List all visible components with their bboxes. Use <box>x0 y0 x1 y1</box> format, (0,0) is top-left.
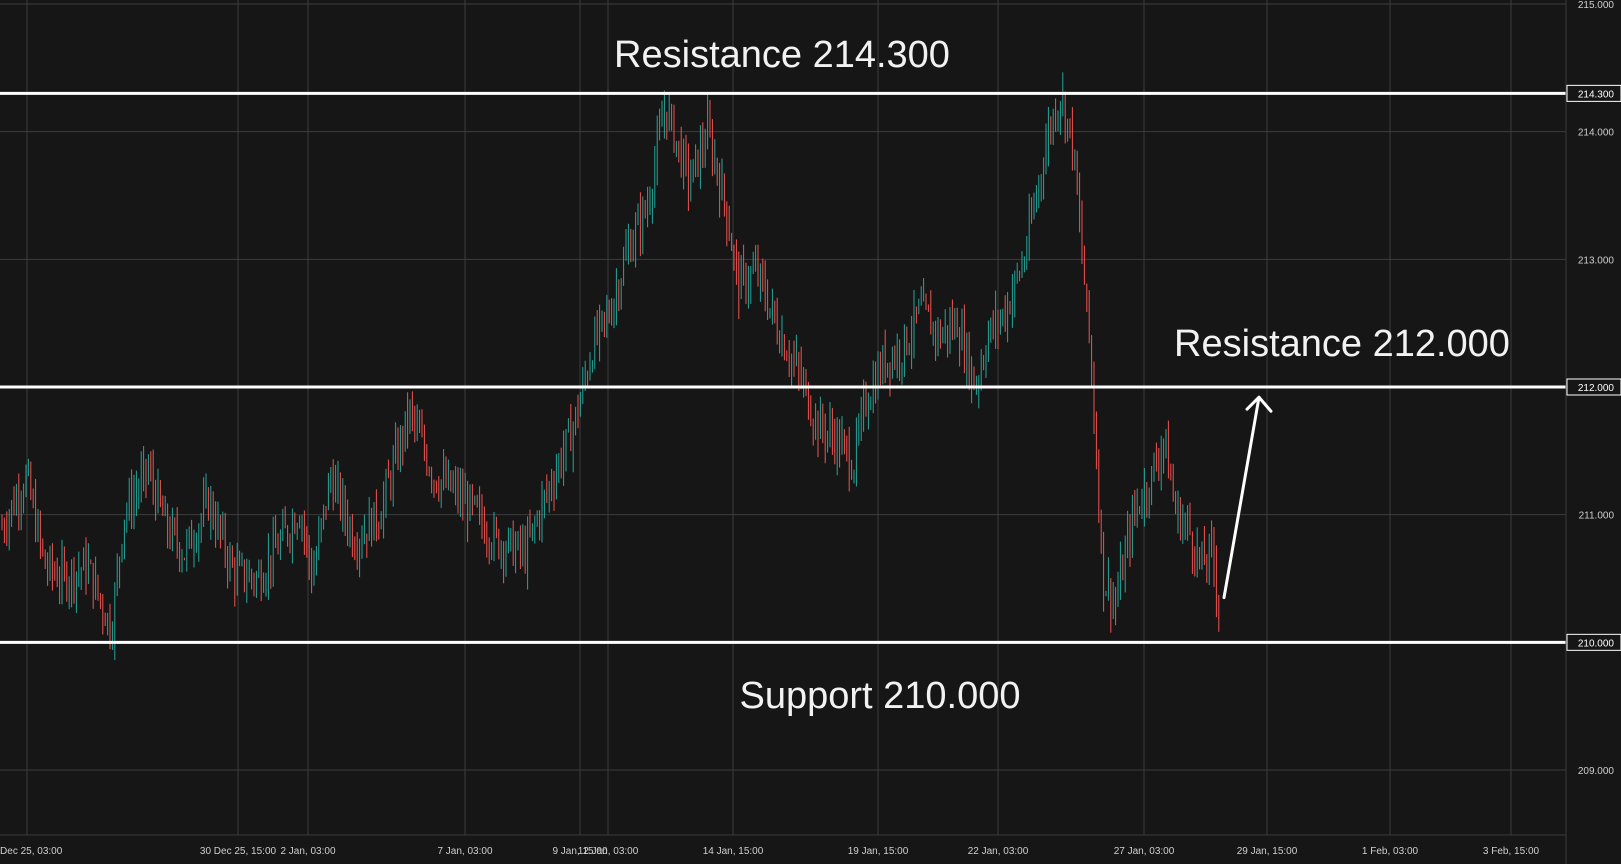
projection-arrow-shaft <box>1222 395 1261 600</box>
y-axis-panel <box>1566 0 1621 864</box>
y-axis: 209.000 210.000 211.000 212.000 213.000 214.0… <box>1565 0 1621 864</box>
level-label-box-2 <box>1566 633 1621 651</box>
y-tick-label-4: 213.000 <box>1578 255 1615 266</box>
level-label-box-0 <box>1566 84 1621 102</box>
grid <box>0 0 1566 835</box>
resistance-214-annotation: Resistance 214.300 <box>614 34 950 76</box>
x-tick-label-8: 22 Jan, 03:00 <box>968 846 1029 857</box>
x-tick-label-10: 29 Jan, 15:00 <box>1237 846 1298 857</box>
level-label-1: 212.000 <box>1578 383 1615 394</box>
y-tick-label-0: 209.000 <box>1578 766 1615 777</box>
level-label-2: 210.000 <box>1578 638 1615 649</box>
horizontal-levels <box>0 91 1566 644</box>
resistance-212-annotation: Resistance 212.000 <box>1174 323 1510 365</box>
projection-arrow-head <box>1245 395 1273 413</box>
x-tick-label-0: 8 Dec 25, 03:00 <box>0 846 63 857</box>
x-axis: 8 Dec 25, 03:00 30 Dec 25, 15:002 Jan, 03… <box>0 834 1566 857</box>
x-tick-label-2: 2 Jan, 03:00 <box>280 846 335 857</box>
annotations: Resistance 214.300 Resistance 212.000 Su… <box>614 34 1510 717</box>
x-tick-label-6: 14 Jan, 15:00 <box>703 846 764 857</box>
x-tick-label-1: 30 Dec 25, 15:00 <box>200 846 277 857</box>
x-tick-label-3: 7 Jan, 03:00 <box>437 846 492 857</box>
x-tick-label-7: 19 Jan, 15:00 <box>848 846 909 857</box>
x-tick-label-9: 27 Jan, 03:00 <box>1114 846 1175 857</box>
x-tick-label-12: 3 Feb, 15:00 <box>1483 846 1540 857</box>
x-tick-label-11: 1 Feb, 03:00 <box>1362 846 1419 857</box>
level-label-box-1 <box>1566 378 1621 396</box>
level-label-0: 214.300 <box>1578 89 1615 100</box>
y-tick-label-5: 214.000 <box>1578 128 1615 139</box>
x-tick-label-5: 12 Jan, 03:00 <box>578 846 639 857</box>
x-tick-label-4: 9 Jan, 15:00 <box>552 846 607 857</box>
projection-arrow <box>1222 395 1273 600</box>
y-tick-label-2: 211.000 <box>1579 511 1615 522</box>
candles <box>1 72 1220 661</box>
y-tick-label-6: 215.000 <box>1578 0 1615 11</box>
support-210-annotation: Support 210.000 <box>739 675 1020 717</box>
